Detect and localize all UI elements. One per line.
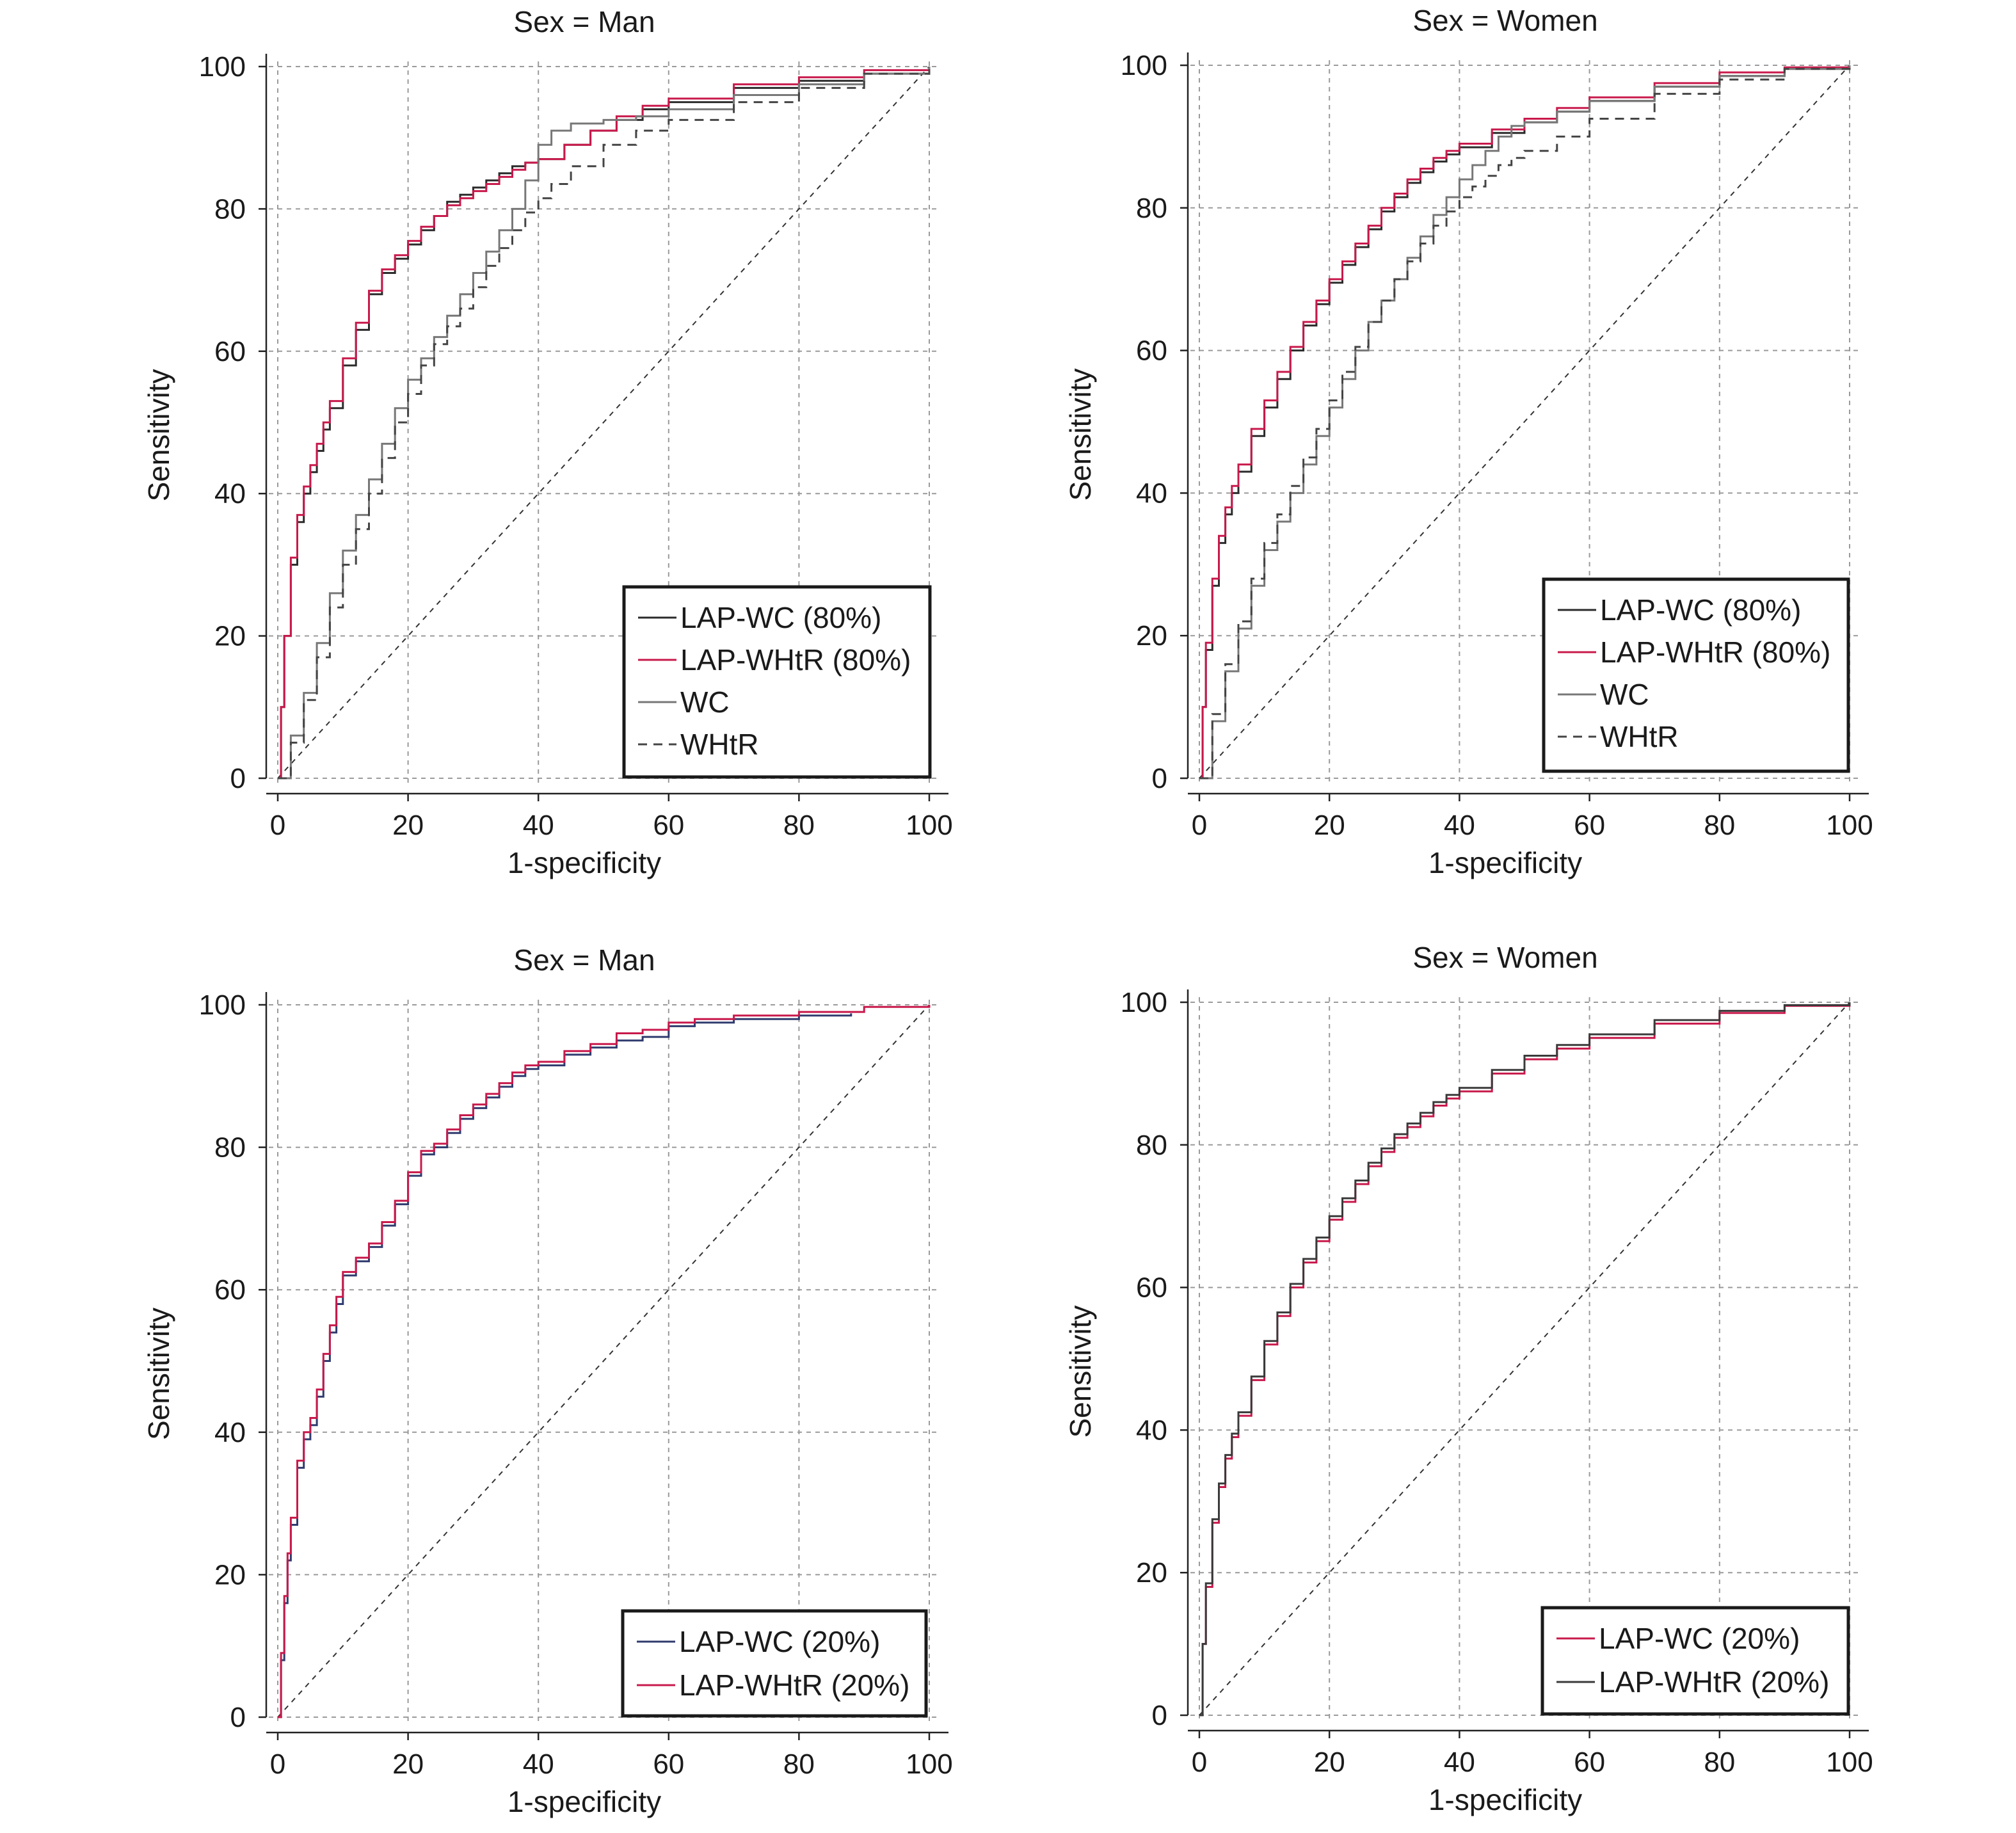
x-tick-label: 100 [1826,810,1873,841]
legend: LAP-WC (20%) LAP-WHtR (20%) [621,1609,928,1718]
legend-label: LAP-WC (20%) [679,1625,880,1658]
x-tick-label: 100 [906,1749,952,1780]
y-tick-label: 0 [1152,763,1167,794]
series-line-whtr [1199,65,1851,780]
y-tick-label: 80 [214,193,246,225]
y-axis-label: Sensitivity [1064,368,1097,500]
y-tick-label: 0 [1152,1700,1167,1731]
legend-box [1540,1606,1850,1716]
x-tick-label: 100 [1826,1747,1873,1778]
y-tick-label: 40 [1136,477,1167,509]
legend-box [1542,577,1850,773]
legend-label: LAP-WHtR (80%) [1600,636,1830,669]
legend-label: WHtR [680,728,759,761]
y-tick-label: 40 [214,478,246,509]
chart-title: Sex = Women [1412,941,1597,974]
x-tick-label: 40 [523,810,554,841]
x-tick-label: 40 [1444,810,1475,841]
legend-label: LAP-WHtR (20%) [1599,1665,1829,1699]
x-tick-label: 20 [1314,1747,1345,1778]
legend-label: LAP-WC (80%) [680,601,881,634]
x-tick-label: 60 [1574,810,1605,841]
x-axis-label: 1-specificity [1428,1783,1582,1816]
y-tick-label: 20 [1136,620,1167,652]
legend-label: WC [1600,678,1649,711]
y-tick-label: 20 [1136,1557,1167,1589]
legend-label: LAP-WC (20%) [1599,1622,1800,1655]
x-tick-label: 80 [783,1749,815,1780]
y-tick-label: 80 [1136,1130,1167,1161]
legend: LAP-WC (80%) LAP-WHtR (80%) WC WHtR [622,585,932,779]
roc-panel-2: 0 20 40 60 80 100 0 20 40 60 80 100 Sex = Women 1-spe… [1064,4,1873,879]
x-tick-label: 0 [270,1749,285,1780]
x-tick-label: 40 [1444,1747,1475,1778]
x-tick-label: 60 [653,810,684,841]
reference-diagonal-line [277,66,930,779]
legend: LAP-WC (20%) LAP-WHtR (20%) [1540,1606,1850,1716]
x-tick-label: 40 [523,1749,554,1780]
roc-panel-4: 0 20 40 60 80 100 0 20 40 60 80 100 Sex = Women 1-spe… [1064,941,1873,1816]
x-tick-label: 80 [1704,810,1735,841]
chart-title: Sex = Man [513,5,655,38]
y-tick-label: 60 [1136,335,1167,367]
reference-diagonal-line [277,1004,930,1718]
y-tick-label: 100 [199,51,246,83]
x-axis-label: 1-specificity [1428,846,1582,879]
series-line-lap-whtr-20 [278,1005,931,1718]
roc-panel-3: 0 20 40 60 80 100 0 20 40 60 80 100 Sex = Man 1-speci… [142,943,953,1818]
chart-title: Sex = Man [513,943,655,977]
series-line-lap-whtr-20 [1199,1002,1851,1717]
y-tick-label: 80 [214,1132,246,1164]
y-axis-label: Sensitivity [142,1308,175,1440]
x-tick-label: 20 [392,810,424,841]
y-tick-label: 80 [1136,193,1167,224]
y-tick-label: 20 [214,621,246,652]
series-line-whtr [278,67,931,780]
x-tick-label: 0 [1192,810,1207,841]
legend-label: LAP-WHtR (20%) [679,1669,909,1702]
x-tick-label: 60 [653,1749,684,1780]
series-line-lap-whtr-80 [278,67,931,780]
x-tick-label: 20 [392,1749,424,1780]
y-tick-label: 60 [214,336,246,367]
y-tick-label: 0 [230,763,246,794]
legend-box [621,1609,928,1718]
x-tick-label: 80 [1704,1747,1735,1778]
legend-label: WC [680,685,730,719]
y-tick-label: 100 [199,989,246,1021]
x-tick-label: 60 [1574,1747,1605,1778]
chart-title: Sex = Women [1412,4,1597,37]
y-axis-label: Sensitivity [1064,1305,1097,1437]
x-axis-label: 1-specificity [508,1785,661,1818]
x-tick-label: 80 [783,810,815,841]
y-axis-label: Sensitivity [142,369,175,501]
y-tick-label: 0 [230,1702,246,1733]
legend-label: LAP-WC (80%) [1600,593,1801,627]
reference-diagonal-line [1199,65,1850,779]
x-axis-label: 1-specificity [508,846,661,879]
x-tick-label: 100 [906,810,952,841]
x-tick-label: 0 [1192,1747,1207,1778]
y-tick-label: 40 [1136,1414,1167,1446]
y-tick-label: 60 [214,1274,246,1306]
x-tick-label: 20 [1314,810,1345,841]
legend-label: LAP-WHtR (80%) [680,643,911,676]
roc-panel-1: 0 20 40 60 80 100 0 20 40 60 80 100 Sex = Man 1-speci… [142,5,953,879]
y-tick-label: 100 [1121,50,1167,81]
reference-diagonal-line [1199,1002,1850,1716]
y-tick-label: 60 [1136,1272,1167,1304]
y-tick-label: 40 [214,1417,246,1448]
x-tick-label: 0 [270,810,285,841]
y-tick-label: 20 [214,1559,246,1590]
y-tick-label: 100 [1121,987,1167,1018]
legend: LAP-WC (80%) LAP-WHtR (80%) WC WHtR [1542,577,1850,773]
legend-label: WHtR [1600,720,1679,753]
